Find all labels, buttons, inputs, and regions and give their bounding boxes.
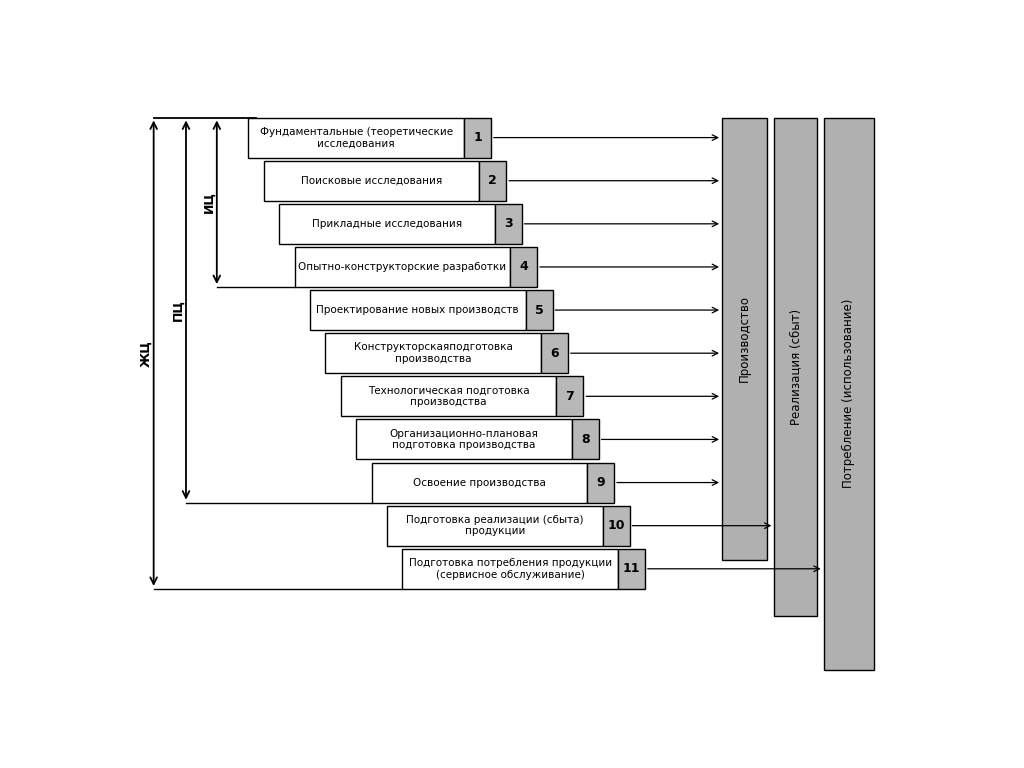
Text: Опытно-конструкторские разработки: Опытно-конструкторские разработки xyxy=(298,262,507,272)
Bar xyxy=(326,333,541,373)
Bar xyxy=(556,376,584,416)
Bar xyxy=(823,118,873,670)
Bar xyxy=(495,204,521,244)
Bar xyxy=(280,204,495,244)
Bar xyxy=(617,549,645,589)
Text: Технологическая подготовка
производства: Технологическая подготовка производства xyxy=(368,386,529,407)
Text: 4: 4 xyxy=(519,260,528,273)
Text: Прикладные исследования: Прикладные исследования xyxy=(312,219,462,229)
Text: 8: 8 xyxy=(581,433,590,446)
Text: Подготовка потребления продукции
(сервисное обслуживание): Подготовка потребления продукции (сервис… xyxy=(409,558,611,580)
Text: Конструкторскаяподготовка
производства: Конструкторскаяподготовка производства xyxy=(353,343,513,364)
Bar xyxy=(774,118,816,616)
Bar xyxy=(479,161,506,200)
Text: 2: 2 xyxy=(488,174,498,187)
Text: 6: 6 xyxy=(550,346,559,359)
Text: 11: 11 xyxy=(623,562,640,575)
Bar xyxy=(510,247,538,287)
Bar xyxy=(464,118,490,157)
Bar xyxy=(541,333,568,373)
Text: 7: 7 xyxy=(565,390,574,402)
Bar xyxy=(571,419,599,459)
Bar xyxy=(372,462,587,502)
Bar xyxy=(402,549,617,589)
Bar xyxy=(249,118,464,157)
Text: 10: 10 xyxy=(607,519,625,532)
Bar xyxy=(356,419,571,459)
Bar xyxy=(587,462,614,502)
Text: Фундаментальные (теоретические
исследования: Фундаментальные (теоретические исследова… xyxy=(260,127,453,148)
Text: Освоение производства: Освоение производства xyxy=(413,478,546,488)
Text: Проектирование новых производств: Проектирование новых производств xyxy=(316,305,519,315)
Bar xyxy=(310,290,525,330)
Text: Реализация (сбыт): Реализация (сбыт) xyxy=(788,309,802,425)
Text: 3: 3 xyxy=(504,217,513,230)
Bar xyxy=(525,290,553,330)
Text: ПЦ: ПЦ xyxy=(172,299,184,321)
Text: 9: 9 xyxy=(596,476,605,489)
Text: Потребление (использование): Потребление (использование) xyxy=(842,299,855,488)
Bar xyxy=(295,247,510,287)
Text: 1: 1 xyxy=(473,131,482,144)
Bar xyxy=(602,505,630,546)
Bar xyxy=(387,505,602,546)
Text: ИЦ: ИЦ xyxy=(203,191,216,214)
Text: 5: 5 xyxy=(535,303,544,316)
Bar xyxy=(722,118,767,561)
Text: ЖЦ: ЖЦ xyxy=(139,339,153,366)
Text: Поисковые исследования: Поисковые исследования xyxy=(301,176,442,186)
Text: Подготовка реализации (сбыта)
продукции: Подготовка реализации (сбыта) продукции xyxy=(407,515,584,537)
Text: Производство: Производство xyxy=(737,296,751,382)
Text: Организационно-плановая
подготовка производства: Организационно-плановая подготовка произ… xyxy=(389,429,539,450)
Bar xyxy=(264,161,479,200)
Bar xyxy=(341,376,556,416)
